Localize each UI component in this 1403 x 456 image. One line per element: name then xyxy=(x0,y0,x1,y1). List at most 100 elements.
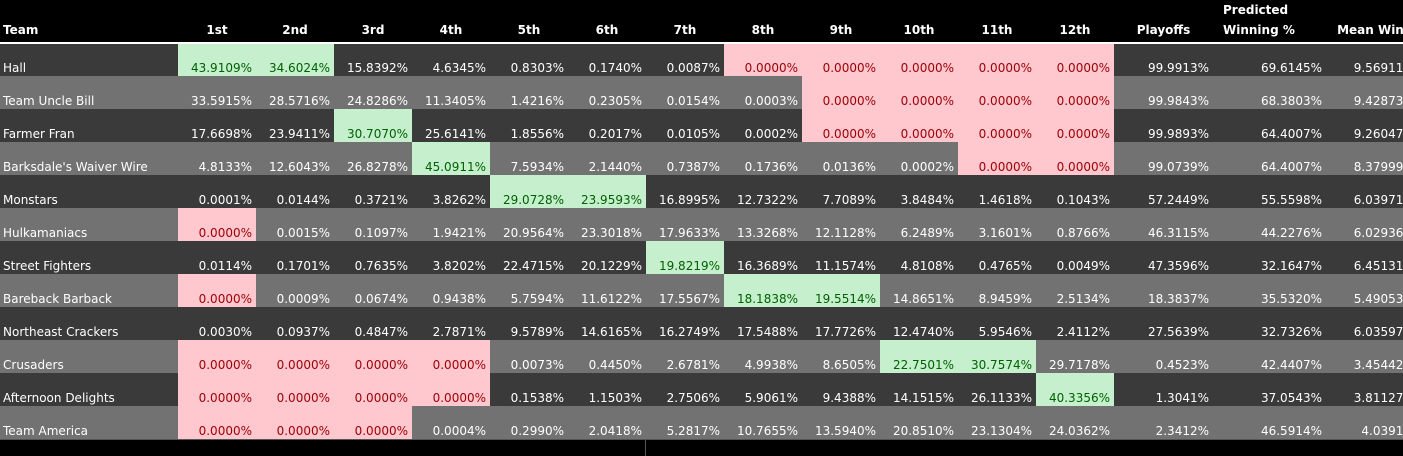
place-probability-cell[interactable]: 29.0728% xyxy=(490,175,568,208)
playoffs-cell[interactable]: 99.9843% xyxy=(1114,76,1213,109)
place-probability-cell[interactable]: 2.6781% xyxy=(646,340,724,373)
place-probability-cell[interactable]: 13.5940% xyxy=(802,406,880,439)
place-probability-cell[interactable]: 1.8556% xyxy=(490,109,568,142)
header-7th[interactable]: 7th xyxy=(646,0,724,44)
place-probability-cell[interactable]: 15.8392% xyxy=(334,43,412,76)
place-probability-cell[interactable]: 2.1440% xyxy=(568,142,646,175)
place-probability-cell[interactable]: 20.9564% xyxy=(490,208,568,241)
place-probability-cell[interactable]: 3.1601% xyxy=(958,208,1036,241)
place-probability-cell[interactable]: 0.1097% xyxy=(334,208,412,241)
place-probability-cell[interactable]: 2.0418% xyxy=(568,406,646,439)
place-probability-cell[interactable]: 0.0114% xyxy=(178,241,256,274)
winning-pct-cell[interactable]: 32.7326% xyxy=(1213,307,1326,340)
playoffs-cell[interactable]: 2.3412% xyxy=(1114,406,1213,439)
place-probability-cell[interactable]: 4.8108% xyxy=(880,241,958,274)
place-probability-cell[interactable]: 45.0911% xyxy=(412,142,490,175)
playoffs-cell[interactable]: 0.4523% xyxy=(1114,340,1213,373)
place-probability-cell[interactable]: 13.3268% xyxy=(724,208,802,241)
place-probability-cell[interactable]: 30.7574% xyxy=(958,340,1036,373)
place-probability-cell[interactable]: 0.0000% xyxy=(256,340,334,373)
place-probability-cell[interactable]: 33.5915% xyxy=(178,76,256,109)
mean-wins-cell[interactable]: 5.490537 xyxy=(1326,274,1403,307)
team-name-cell[interactable]: Hall xyxy=(0,43,178,76)
winning-pct-cell[interactable]: 64.4007% xyxy=(1213,109,1326,142)
header-1st[interactable]: 1st xyxy=(178,0,256,44)
place-probability-cell[interactable]: 17.7726% xyxy=(802,307,880,340)
place-probability-cell[interactable]: 9.4388% xyxy=(802,373,880,406)
place-probability-cell[interactable]: 0.0000% xyxy=(802,43,880,76)
place-probability-cell[interactable]: 0.0004% xyxy=(412,406,490,439)
place-probability-cell[interactable]: 0.0002% xyxy=(880,142,958,175)
winning-pct-cell[interactable]: 55.5598% xyxy=(1213,175,1326,208)
place-probability-cell[interactable]: 7.5934% xyxy=(490,142,568,175)
place-probability-cell[interactable]: 2.5134% xyxy=(1036,274,1114,307)
place-probability-cell[interactable]: 0.2990% xyxy=(490,406,568,439)
team-name-cell[interactable]: Street Fighters xyxy=(0,241,178,274)
place-probability-cell[interactable]: 0.0136% xyxy=(802,142,880,175)
place-probability-cell[interactable]: 0.0002% xyxy=(724,109,802,142)
place-probability-cell[interactable]: 22.7501% xyxy=(880,340,958,373)
place-probability-cell[interactable]: 11.6122% xyxy=(568,274,646,307)
place-probability-cell[interactable]: 17.9633% xyxy=(646,208,724,241)
place-probability-cell[interactable]: 4.6345% xyxy=(412,43,490,76)
mean-wins-cell[interactable]: 9.569111 xyxy=(1326,43,1403,76)
place-probability-cell[interactable]: 34.6024% xyxy=(256,43,334,76)
place-probability-cell[interactable]: 0.0000% xyxy=(334,373,412,406)
playoffs-cell[interactable]: 46.3115% xyxy=(1114,208,1213,241)
place-probability-cell[interactable]: 0.0000% xyxy=(958,142,1036,175)
place-probability-cell[interactable]: 0.0087% xyxy=(646,43,724,76)
mean-wins-cell[interactable]: 8.379994 xyxy=(1326,142,1403,175)
mean-wins-cell[interactable]: 6.039717 xyxy=(1326,175,1403,208)
place-probability-cell[interactable]: 5.9061% xyxy=(724,373,802,406)
place-probability-cell[interactable]: 0.0105% xyxy=(646,109,724,142)
place-probability-cell[interactable]: 1.4618% xyxy=(958,175,1036,208)
team-name-cell[interactable]: Northeast Crackers xyxy=(0,307,178,340)
place-probability-cell[interactable]: 0.0000% xyxy=(256,373,334,406)
place-probability-cell[interactable]: 12.4740% xyxy=(880,307,958,340)
place-probability-cell[interactable]: 0.8303% xyxy=(490,43,568,76)
winning-pct-cell[interactable]: 32.1647% xyxy=(1213,241,1326,274)
place-probability-cell[interactable]: 16.3689% xyxy=(724,241,802,274)
place-probability-cell[interactable]: 0.0003% xyxy=(724,76,802,109)
winning-pct-cell[interactable]: 68.3803% xyxy=(1213,76,1326,109)
winning-pct-cell[interactable]: 44.2276% xyxy=(1213,208,1326,241)
place-probability-cell[interactable]: 25.6141% xyxy=(412,109,490,142)
place-probability-cell[interactable]: 0.4847% xyxy=(334,307,412,340)
place-probability-cell[interactable]: 4.9938% xyxy=(724,340,802,373)
header-team[interactable]: Team xyxy=(0,0,178,44)
place-probability-cell[interactable]: 0.0000% xyxy=(412,340,490,373)
place-probability-cell[interactable]: 1.1503% xyxy=(568,373,646,406)
place-probability-cell[interactable]: 16.8995% xyxy=(646,175,724,208)
place-probability-cell[interactable]: 0.7635% xyxy=(334,241,412,274)
place-probability-cell[interactable]: 24.0362% xyxy=(1036,406,1114,439)
place-probability-cell[interactable]: 0.0000% xyxy=(412,373,490,406)
place-probability-cell[interactable]: 20.8510% xyxy=(880,406,958,439)
place-probability-cell[interactable]: 0.4450% xyxy=(568,340,646,373)
place-probability-cell[interactable]: 0.0009% xyxy=(256,274,334,307)
place-probability-cell[interactable]: 30.7070% xyxy=(334,109,412,142)
place-probability-cell[interactable]: 22.4715% xyxy=(490,241,568,274)
place-probability-cell[interactable]: 1.9421% xyxy=(412,208,490,241)
place-probability-cell[interactable]: 0.0674% xyxy=(334,274,412,307)
winning-pct-cell[interactable]: 64.4007% xyxy=(1213,142,1326,175)
winning-pct-cell[interactable]: 46.5914% xyxy=(1213,406,1326,439)
playoffs-cell[interactable]: 57.2449% xyxy=(1114,175,1213,208)
header-predicted-winning-pct[interactable]: Predicted Winning % xyxy=(1213,0,1326,44)
place-probability-cell[interactable]: 0.0015% xyxy=(256,208,334,241)
header-9th[interactable]: 9th xyxy=(802,0,880,44)
place-probability-cell[interactable]: 0.0937% xyxy=(256,307,334,340)
place-probability-cell[interactable]: 0.2305% xyxy=(568,76,646,109)
place-probability-cell[interactable]: 10.7655% xyxy=(724,406,802,439)
team-name-cell[interactable]: Hulkamaniacs xyxy=(0,208,178,241)
place-probability-cell[interactable]: 0.0000% xyxy=(178,208,256,241)
place-probability-cell[interactable]: 3.8484% xyxy=(880,175,958,208)
place-probability-cell[interactable]: 0.3721% xyxy=(334,175,412,208)
place-probability-cell[interactable]: 0.0154% xyxy=(646,76,724,109)
place-probability-cell[interactable]: 2.7871% xyxy=(412,307,490,340)
place-probability-cell[interactable]: 0.0000% xyxy=(1036,142,1114,175)
place-probability-cell[interactable]: 17.5488% xyxy=(724,307,802,340)
team-name-cell[interactable]: Barksdale's Waiver Wire xyxy=(0,142,178,175)
place-probability-cell[interactable]: 12.6043% xyxy=(256,142,334,175)
place-probability-cell[interactable]: 9.5789% xyxy=(490,307,568,340)
place-probability-cell[interactable]: 0.0073% xyxy=(490,340,568,373)
